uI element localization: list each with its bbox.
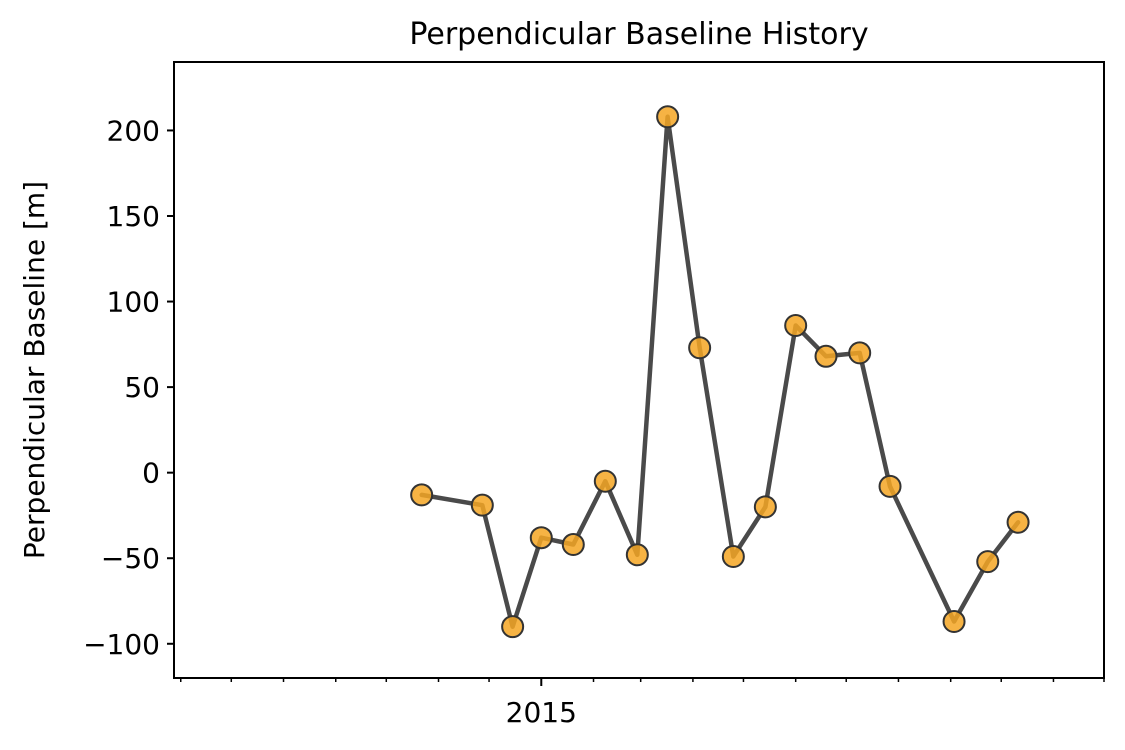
data-point — [593, 469, 617, 493]
data-point — [753, 495, 777, 519]
y-tick-label: −100 — [83, 628, 160, 661]
plot-area-frame — [173, 61, 1105, 679]
axis-ticks: −100 −50 0 50 100 150 200 2015 — [83, 114, 1105, 729]
data-point — [976, 550, 1000, 574]
data-point — [1006, 510, 1030, 534]
y-axis-label: Perpendicular Baseline [m] — [18, 181, 51, 559]
data-point — [848, 341, 872, 365]
data-point — [501, 615, 525, 639]
y-tick-label: 50 — [124, 371, 160, 404]
data-point — [721, 545, 745, 569]
data-point — [688, 336, 712, 360]
chart-title: Perpendicular Baseline History — [409, 17, 868, 52]
data-point — [625, 543, 649, 567]
data-point — [470, 493, 494, 517]
y-tick-label: 0 — [142, 457, 160, 490]
x-tick-label: 2015 — [506, 696, 577, 729]
data-point — [529, 526, 553, 550]
data-point — [878, 474, 902, 498]
data-point — [814, 344, 838, 368]
y-tick-label: −50 — [101, 542, 160, 575]
y-tick-label: 200 — [107, 114, 160, 147]
data-points — [410, 105, 1030, 639]
data-point — [784, 314, 808, 338]
data-point — [656, 105, 680, 129]
series-line — [419, 114, 1021, 629]
data-point — [410, 483, 434, 507]
y-tick-label: 100 — [107, 286, 160, 319]
series-line-group — [419, 114, 1021, 629]
data-point — [942, 610, 966, 634]
y-tick-label: 150 — [107, 200, 160, 233]
data-point — [561, 533, 585, 557]
